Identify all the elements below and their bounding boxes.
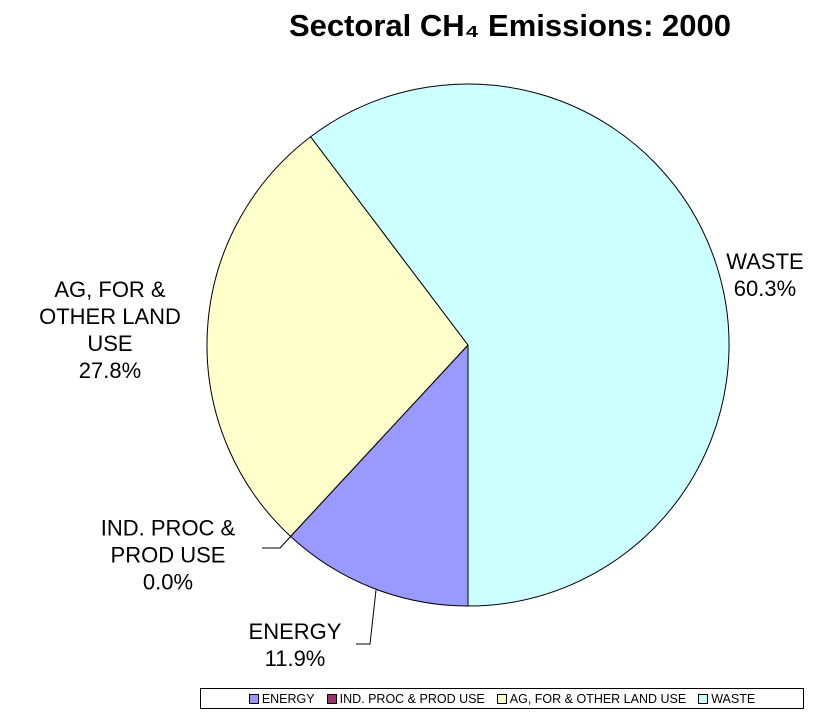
legend-label: WASTE <box>711 691 756 706</box>
legend-item: IND. PROC & PROD USE <box>326 691 485 706</box>
slice-label: IND. PROC & PROD USE 0.0% <box>86 515 251 596</box>
legend: ENERGY IND. PROC & PROD USE AG, FOR & OTHE… <box>200 688 804 709</box>
pie-slice <box>206 136 469 538</box>
legend-swatch <box>248 693 259 704</box>
legend-label: AG, FOR & OTHER LAND USE <box>509 691 687 706</box>
slice-name: WASTE <box>726 249 804 274</box>
slice-label: AG, FOR & OTHER LAND USE 27.8% <box>28 276 193 384</box>
leader-line <box>262 534 293 549</box>
slice-value: 11.9% <box>264 646 326 671</box>
slice-label: ENERGY 11.9% <box>213 618 378 672</box>
slice-name: IND. PROC & PROD USE <box>100 515 236 568</box>
slice-name: ENERGY <box>248 619 342 644</box>
slice-name: AG, FOR & OTHER LAND USE <box>39 277 181 356</box>
legend-label: IND. PROC & PROD USE <box>339 691 485 706</box>
legend-swatch <box>496 693 507 704</box>
pie-slice <box>309 83 730 607</box>
slice-label: WASTE 60.3% <box>683 248 830 302</box>
legend-item: AG, FOR & OTHER LAND USE <box>496 691 687 706</box>
legend-swatch <box>326 693 337 704</box>
slice-value: 0.0% <box>142 569 194 595</box>
legend-item: WASTE <box>698 692 755 706</box>
chart-title: Sectoral CH₄ Emissions: 2000 <box>288 8 732 43</box>
pie-slice <box>289 343 469 607</box>
legend-swatch <box>698 693 709 704</box>
slice-value: 27.8% <box>78 358 142 383</box>
legend-item: ENERGY <box>248 691 315 706</box>
leader-line <box>356 589 377 645</box>
slice-value: 60.3% <box>733 276 797 301</box>
legend-label: ENERGY <box>261 691 315 706</box>
